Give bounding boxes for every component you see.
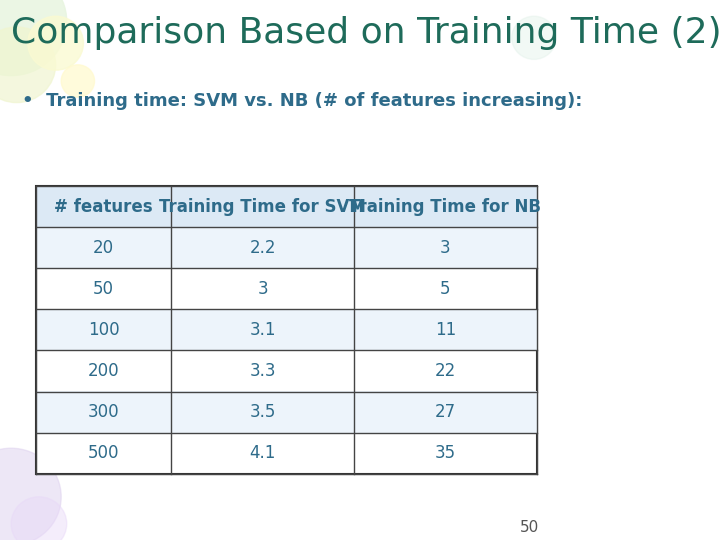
Text: 20: 20 <box>93 239 114 257</box>
Text: 50: 50 <box>93 280 114 298</box>
Bar <box>36 186 536 227</box>
Circle shape <box>0 27 55 103</box>
Text: 3.5: 3.5 <box>250 403 276 421</box>
Circle shape <box>11 497 67 540</box>
Text: 200: 200 <box>88 362 120 380</box>
Text: 3.1: 3.1 <box>249 321 276 339</box>
Bar <box>36 186 536 474</box>
Text: 50: 50 <box>521 519 539 535</box>
Text: 3: 3 <box>257 280 268 298</box>
Bar <box>36 392 536 433</box>
Text: Comparison Based on Training Time (2): Comparison Based on Training Time (2) <box>11 16 720 50</box>
Bar <box>36 227 536 268</box>
Text: 35: 35 <box>435 444 456 462</box>
Circle shape <box>0 0 67 76</box>
Text: 3: 3 <box>440 239 451 257</box>
Bar <box>36 309 536 350</box>
Text: Training Time for SVM: Training Time for SVM <box>159 198 366 216</box>
Text: 4.1: 4.1 <box>250 444 276 462</box>
Text: # features: # features <box>55 198 153 216</box>
Circle shape <box>28 16 84 70</box>
Text: 300: 300 <box>88 403 120 421</box>
Circle shape <box>0 448 61 540</box>
Text: 3.3: 3.3 <box>249 362 276 380</box>
Text: Training Time for NB: Training Time for NB <box>349 198 541 216</box>
Text: 5: 5 <box>440 280 451 298</box>
Text: 22: 22 <box>435 362 456 380</box>
Text: 2.2: 2.2 <box>249 239 276 257</box>
Text: 100: 100 <box>88 321 120 339</box>
Text: 11: 11 <box>435 321 456 339</box>
Text: 27: 27 <box>435 403 456 421</box>
Circle shape <box>61 65 94 97</box>
Text: 500: 500 <box>88 444 120 462</box>
Circle shape <box>512 16 557 59</box>
Text: •  Training time: SVM vs. NB (# of features increasing):: • Training time: SVM vs. NB (# of featur… <box>22 92 582 110</box>
